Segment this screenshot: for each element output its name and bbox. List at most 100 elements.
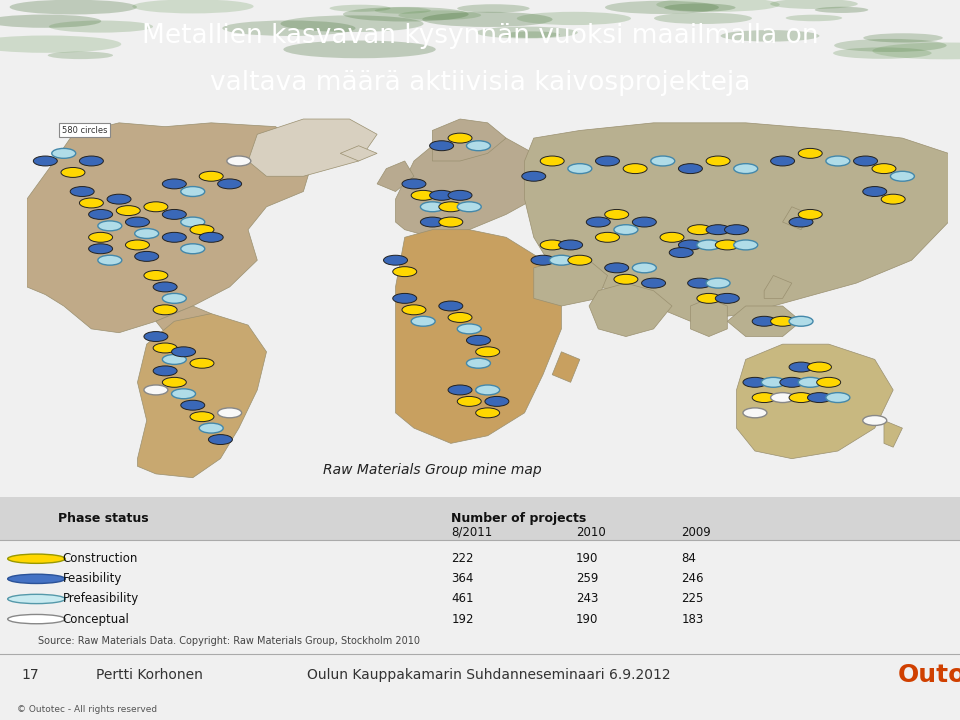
Circle shape [411,190,435,200]
Circle shape [891,171,914,181]
Circle shape [108,194,131,204]
Polygon shape [156,306,211,333]
Circle shape [687,225,711,235]
Circle shape [614,274,637,284]
Circle shape [52,148,76,158]
Circle shape [80,198,104,208]
Circle shape [834,39,947,52]
Polygon shape [524,123,948,321]
Text: 17: 17 [21,668,38,682]
Circle shape [789,217,813,227]
Circle shape [134,251,158,261]
Circle shape [162,233,186,242]
Circle shape [223,20,355,36]
Circle shape [116,206,140,215]
Polygon shape [340,145,377,161]
Circle shape [799,148,822,158]
Circle shape [476,408,499,418]
Circle shape [200,233,223,242]
Circle shape [343,7,468,22]
Bar [0,497,960,540]
Circle shape [10,0,137,14]
Circle shape [8,575,65,583]
Circle shape [733,163,757,174]
Circle shape [439,217,463,227]
Text: Raw Materials Group mine map: Raw Materials Group mine map [324,463,541,477]
Circle shape [725,225,749,235]
Circle shape [329,5,391,12]
Circle shape [641,278,665,288]
Circle shape [697,294,721,303]
Circle shape [771,392,795,402]
Circle shape [88,210,112,220]
Circle shape [540,156,564,166]
Text: 190: 190 [576,613,598,626]
Circle shape [707,225,730,235]
Circle shape [430,141,453,150]
Circle shape [134,228,158,238]
Circle shape [863,186,887,197]
Circle shape [531,256,555,265]
Circle shape [190,225,214,235]
Circle shape [457,397,481,406]
Text: Outotec: Outotec [898,663,960,687]
Circle shape [448,190,472,200]
Circle shape [180,400,204,410]
Circle shape [587,217,611,227]
Circle shape [180,244,204,253]
Circle shape [522,171,545,181]
Circle shape [476,347,499,356]
Circle shape [761,377,785,387]
Circle shape [687,278,711,288]
Circle shape [448,133,472,143]
Circle shape [664,4,735,12]
Circle shape [49,20,153,32]
Circle shape [789,362,813,372]
Circle shape [218,179,242,189]
Circle shape [669,248,693,258]
Text: 84: 84 [682,552,696,565]
Text: Pertti Korhonen: Pertti Korhonen [96,668,203,682]
Text: Oulun Kauppakamarin Suhdanneseminaari 6.9.2012: Oulun Kauppakamarin Suhdanneseminaari 6.… [307,668,671,682]
Circle shape [872,163,896,174]
Circle shape [817,377,841,387]
Circle shape [88,244,112,253]
Circle shape [162,294,186,303]
Circle shape [439,301,463,311]
Polygon shape [552,352,580,382]
Circle shape [707,156,730,166]
Circle shape [162,179,186,189]
Circle shape [172,347,196,356]
Circle shape [605,263,629,273]
Text: 246: 246 [682,572,704,585]
Circle shape [853,156,877,166]
Circle shape [393,266,417,276]
Circle shape [595,233,619,242]
Circle shape [679,240,703,250]
Circle shape [753,392,776,402]
Text: © Outotec - All rights reserved: © Outotec - All rights reserved [17,705,157,714]
Circle shape [200,171,223,181]
Circle shape [190,359,214,368]
Circle shape [633,263,657,273]
Circle shape [743,408,767,418]
Circle shape [833,48,931,59]
Circle shape [873,42,960,59]
Circle shape [374,7,431,14]
Circle shape [398,10,481,20]
Circle shape [623,163,647,174]
Text: 8/2011: 8/2011 [451,526,492,539]
Text: Conceptual: Conceptual [62,613,130,626]
Circle shape [457,202,481,212]
Circle shape [430,190,453,200]
Circle shape [8,554,65,563]
Circle shape [420,217,444,227]
Text: Feasibility: Feasibility [62,572,122,585]
Circle shape [208,435,232,444]
Circle shape [200,423,223,433]
Circle shape [162,210,186,220]
Text: 2009: 2009 [682,526,711,539]
Circle shape [733,240,757,250]
Polygon shape [728,306,801,336]
Circle shape [439,202,463,212]
